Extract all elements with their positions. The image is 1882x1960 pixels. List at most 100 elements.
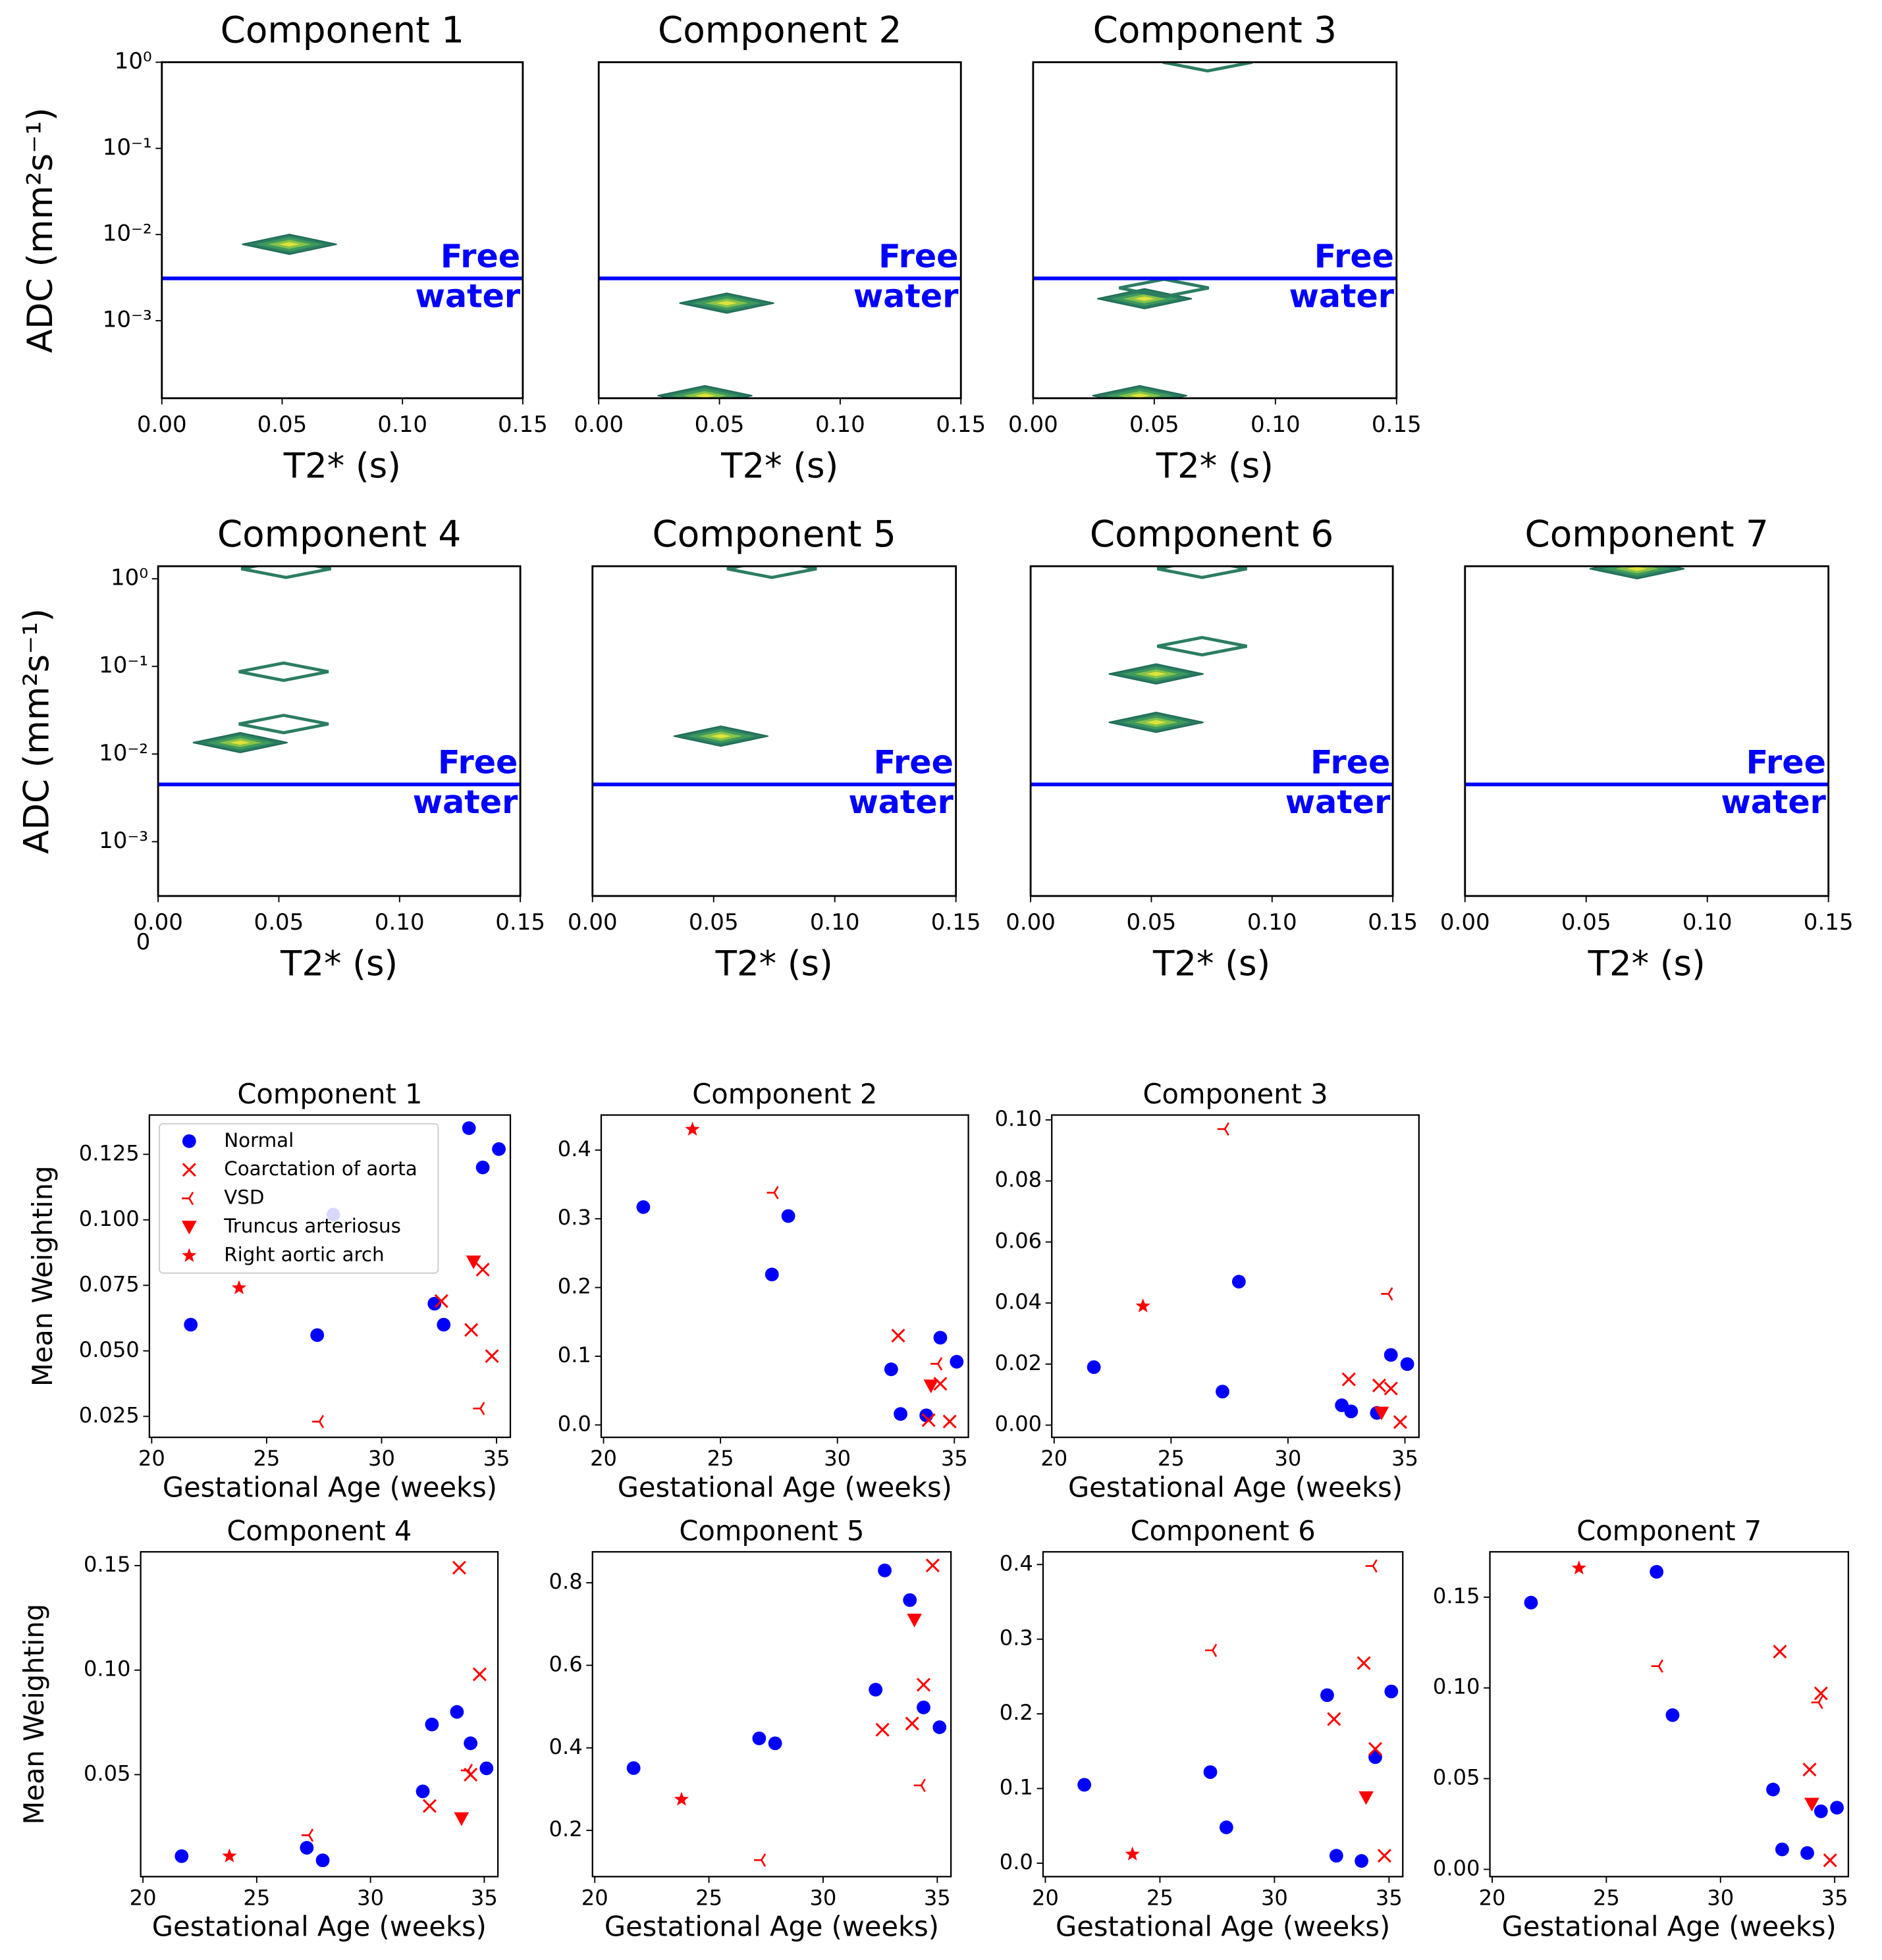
contours <box>242 234 337 255</box>
point <box>1804 1797 1819 1812</box>
y-tick-label: 0.3 <box>1000 1626 1033 1651</box>
contour-blob <box>1156 566 1247 579</box>
x-tick-label: 0.10 <box>1250 411 1301 438</box>
x-tick-label: 0.15 <box>1372 411 1422 438</box>
free-water-label: Free <box>878 237 958 275</box>
legend-marker <box>182 1163 196 1177</box>
plot-frame <box>157 565 522 897</box>
x-tick-label: 25 <box>253 1446 280 1471</box>
point <box>301 1828 314 1842</box>
point <box>1365 1559 1378 1573</box>
point <box>869 1683 883 1697</box>
point <box>1650 1564 1664 1579</box>
y-axis-label: Mean Weighting <box>18 1604 50 1825</box>
point <box>925 1558 940 1573</box>
free-water-label: Free <box>1310 743 1390 781</box>
point <box>1377 1849 1391 1863</box>
panel-title: Component 4 <box>217 513 461 555</box>
y-tick-label: 0.15 <box>1433 1583 1480 1608</box>
y-axis-label: ADC (mm²s⁻¹) <box>16 608 57 854</box>
x-tick-label: 0.15 <box>498 411 548 438</box>
x-tick-label: 30 <box>1707 1885 1734 1910</box>
x-tick-label: 30 <box>368 1446 395 1471</box>
x-tick-label: 0.05 <box>1129 411 1179 438</box>
x-tick-label: 35 <box>1376 1885 1403 1910</box>
panel-title: Component 4 <box>227 1515 412 1547</box>
point <box>626 1761 641 1775</box>
point <box>427 1296 442 1311</box>
point <box>1217 1122 1229 1136</box>
x-tick-label: 20 <box>1032 1885 1059 1910</box>
contour-level <box>1145 672 1167 676</box>
point <box>905 1716 919 1731</box>
y-tick-label: 0.00 <box>1433 1855 1480 1880</box>
x-axis-label: Gestational Age (weeks) <box>163 1471 497 1504</box>
x-tick-label: 0.05 <box>689 909 739 936</box>
y-tick-label: 0.6 <box>549 1651 583 1676</box>
free-water-label: water <box>416 277 521 315</box>
point <box>907 1614 922 1628</box>
y-tick-label: 10⁻² <box>103 221 152 247</box>
x-tick-label: 0.15 <box>931 909 981 936</box>
x-tick-label: 35 <box>483 1446 510 1471</box>
contour-blob <box>240 566 331 579</box>
x-tick-label: 0.00 <box>1440 909 1490 936</box>
panel: Component 4 T2* (s) ADC (mm²s⁻¹) 0.00 0.05 0.… <box>16 513 545 984</box>
y-tick-label: 0.125 <box>79 1140 140 1165</box>
point <box>1800 1846 1814 1860</box>
y-tick-label: 10⁻¹ <box>99 652 148 679</box>
y-tick-label: 0.0 <box>1000 1849 1033 1874</box>
point <box>454 1812 470 1826</box>
x-tick-label: 30 <box>810 1885 837 1910</box>
contour-level <box>1627 566 1648 571</box>
legend: Normal Coarctation of aorta VSD Truncus art… <box>159 1123 439 1274</box>
point <box>1384 1684 1399 1699</box>
point <box>1077 1778 1092 1792</box>
x-tick-label: 35 <box>1391 1446 1418 1471</box>
x-tick-label: 0.10 <box>1247 909 1297 936</box>
x-axis-label: T2* (s) <box>280 943 398 984</box>
point <box>452 1560 466 1575</box>
contours <box>657 292 774 398</box>
legend-marker <box>182 1134 196 1148</box>
y-tick-label: 0.2 <box>1000 1700 1033 1725</box>
point <box>1665 1708 1680 1722</box>
y-tick-label: 10⁻³ <box>99 828 148 854</box>
plot-frame <box>1464 565 1830 897</box>
point <box>437 1317 451 1332</box>
panel: Component 2 T2* (s) 0.00 0.05 0.10 0.15 Freewa… <box>574 9 986 486</box>
x-axis-label: Gestational Age (weeks) <box>618 1471 952 1504</box>
x-tick-label: 25 <box>695 1885 722 1910</box>
x-tick-label: 30 <box>1261 1885 1288 1910</box>
y-tick-label: 0.06 <box>995 1228 1042 1253</box>
x-tick-label: 25 <box>1158 1446 1185 1471</box>
panel: Component 7 Gestational Age (weeks)20 25 30… <box>1433 1515 1850 1943</box>
point <box>1329 1849 1343 1863</box>
x-tick-label: 25 <box>707 1446 734 1471</box>
x-tick-label: 0.05 <box>257 411 308 438</box>
panel-title: Component 5 <box>679 1515 864 1547</box>
legend-marker <box>182 1192 194 1205</box>
y-tick-label: 0.050 <box>79 1337 140 1362</box>
point <box>1372 1378 1386 1392</box>
point <box>450 1705 464 1719</box>
point <box>781 1209 795 1223</box>
point <box>475 1160 490 1175</box>
x-tick-label: 0.05 <box>1127 909 1177 936</box>
point <box>425 1717 439 1732</box>
contour-blob <box>1119 277 1210 298</box>
x-axis-label: T2* (s) <box>720 446 838 486</box>
x-tick-label: 25 <box>1146 1885 1173 1910</box>
point <box>884 1362 898 1377</box>
legend-label: VSD <box>224 1186 264 1209</box>
legend-label: Normal <box>224 1129 294 1152</box>
point <box>1766 1782 1780 1797</box>
point <box>878 1563 892 1577</box>
legend-frame <box>159 1123 439 1274</box>
x-tick-label: 0.10 <box>810 909 860 936</box>
panel: Component 2 Gestational Age (weeks)20 25 30… <box>558 1078 969 1504</box>
point <box>1355 1854 1369 1868</box>
